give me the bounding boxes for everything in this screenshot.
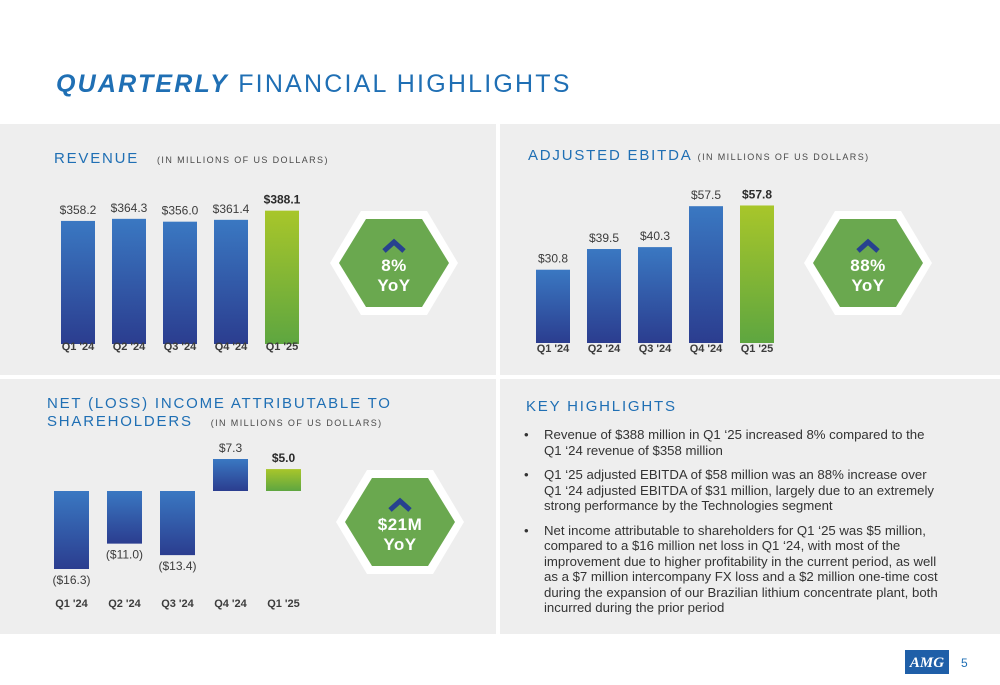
chevron-up-icon (388, 497, 412, 512)
bar (160, 491, 195, 556)
category-tick-label: Q4 '24 (214, 598, 247, 610)
net-income-title-line2: SHAREHOLDERS (47, 413, 193, 430)
category-tick-label: Q4 '24 (690, 343, 723, 355)
category-tick-label: Q3 '24 (161, 598, 194, 610)
bar-value-label: ($11.0) (106, 548, 143, 562)
bullet-icon: • (524, 522, 529, 538)
key-highlights-title: KEY HIGHLIGHTS (526, 398, 677, 415)
ebitda-title: ADJUSTED EBITDA (IN MILLIONS OF US DOLLA… (528, 147, 870, 166)
category-tick-label: Q3 '24 (164, 341, 197, 353)
bar (163, 221, 197, 344)
amg-logo: AMG (905, 650, 949, 679)
bar-value-label: $30.8 (538, 252, 568, 266)
bar-value-label: $57.5 (691, 188, 721, 202)
category-tick-label: Q4 '24 (215, 341, 248, 353)
highlight-item: • Q1 ‘25 adjusted EBITDA of $58 million w… (524, 467, 944, 514)
bullet-icon: • (524, 467, 529, 482)
net-income-chart: ($16.3) Q1 '24 ($11.0) Q2 '24 ($13.4) Q3 '24 $… (52, 441, 301, 610)
net-income-badge-line2: YoY (383, 535, 417, 554)
category-tick-label: Q1 '25 (267, 598, 300, 610)
bar-value-label: $57.8 (742, 187, 772, 201)
bar (587, 249, 621, 343)
bar (112, 218, 146, 344)
key-highlights-panel (500, 379, 1000, 634)
bar-value-label: $7.3 (219, 441, 243, 455)
category-tick-label: Q1 '24 (537, 343, 570, 355)
net-income-title-line1: NET (LOSS) INCOME ATTRIBUTABLE TO (47, 395, 392, 412)
bar-value-label: $39.5 (589, 231, 619, 245)
ebitda-panel: ADJUSTED EBITDA (IN MILLIONS OF US DOLLA… (500, 124, 1000, 375)
category-tick-label: Q1 '25 (266, 341, 299, 353)
revenue-panel: REVENUE (IN MILLIONS OF US DOLLARS) $358… (0, 124, 496, 375)
revenue-title-text: REVENUE (54, 150, 140, 167)
bar (266, 469, 301, 491)
net-income-title: NET (LOSS) INCOME ATTRIBUTABLE TO SHAREHO… (47, 395, 392, 432)
category-tick-label: Q2 '24 (113, 341, 146, 353)
revenue-title: REVENUE (IN MILLIONS OF US DOLLARS) (54, 150, 329, 169)
ebitda-unit: (IN MILLIONS OF US DOLLARS) (697, 152, 870, 162)
category-tick-label: Q2 '24 (588, 343, 621, 355)
revenue-badge-line1: 8% (381, 256, 407, 275)
net-income-unit: (IN MILLIONS OF US DOLLARS) (210, 418, 383, 428)
hexagon-badge-shape (336, 470, 464, 574)
bar (638, 247, 672, 343)
bar-value-label: ($16.3) (52, 573, 90, 587)
bar (740, 205, 774, 343)
bar (689, 206, 723, 343)
bar-value-label: $5.0 (272, 451, 296, 465)
category-tick-label: Q1 '25 (741, 343, 774, 355)
page-number: 5 (961, 656, 968, 670)
bar (107, 491, 142, 544)
bar (61, 220, 95, 344)
ebitda-chart: $30.8 Q1 '24 $39.5 Q2 '24 $40.3 Q3 '24 $57.5 Q4… (536, 187, 774, 355)
page-title: QUARTERLY FINANCIAL HIGHLIGHTS (56, 70, 572, 99)
hexagon-badge-shape (804, 211, 932, 315)
net-income-badge-line1: $21M (377, 515, 423, 534)
ebitda-badge-line2: YoY (851, 276, 885, 295)
category-tick-label: Q1 '24 (55, 598, 88, 610)
bar-value-label: $356.0 (162, 204, 199, 218)
chevron-up-icon (856, 238, 880, 253)
category-tick-label: Q1 '24 (62, 341, 95, 353)
bar (213, 459, 248, 491)
bar (265, 210, 299, 344)
highlight-text: Revenue of $388 million in Q1 ‘25 increa… (544, 427, 925, 458)
hexagon-badge-shape (330, 211, 458, 315)
bar-value-label: $361.4 (213, 202, 250, 216)
highlight-item: • Net income attributable to shareholders… (524, 523, 944, 616)
revenue-unit: (IN MILLIONS OF US DOLLARS) (157, 155, 329, 165)
bullet-icon: • (524, 427, 529, 442)
highlight-text: Net income attributable to shareholders … (544, 522, 938, 616)
ebitda-yoy-badge: 88% YoY (801, 208, 935, 318)
bar-value-label: $358.2 (60, 203, 97, 217)
ebitda-title-text: ADJUSTED EBITDA (528, 147, 692, 164)
bar-value-label: $364.3 (111, 201, 148, 215)
bar-value-label: $40.3 (640, 229, 670, 243)
net-income-panel: NET (LOSS) INCOME ATTRIBUTABLE TO SHAREHO… (0, 379, 496, 634)
bar-value-label: ($13.4) (158, 559, 196, 573)
revenue-badge-line2: YoY (377, 276, 411, 295)
page-title-bold: QUARTERLY (56, 70, 230, 98)
revenue-yoy-badge: 8% YoY (327, 208, 461, 318)
category-tick-label: Q2 '24 (108, 598, 141, 610)
logo-text: AMG (909, 655, 944, 671)
bar (54, 491, 89, 569)
bar (214, 219, 248, 344)
chevron-up-icon (382, 238, 406, 253)
bar (536, 269, 570, 343)
bar-value-label: $388.1 (264, 193, 301, 207)
revenue-chart: $358.2 Q1 '24 $364.3 Q2 '24 $356.0 Q3 '24 $361… (60, 193, 301, 353)
highlight-text: Q1 ‘25 adjusted EBITDA of $58 million wa… (544, 467, 934, 513)
net-income-yoy-badge: $21M YoY (333, 467, 467, 577)
highlight-item: • Revenue of $388 million in Q1 ‘25 incre… (524, 427, 944, 458)
ebitda-badge-line1: 88% (850, 256, 886, 275)
page-title-rest: FINANCIAL HIGHLIGHTS (229, 70, 572, 98)
key-highlights-list: • Revenue of $388 million in Q1 ‘25 incre… (524, 427, 944, 625)
category-tick-label: Q3 '24 (639, 343, 672, 355)
